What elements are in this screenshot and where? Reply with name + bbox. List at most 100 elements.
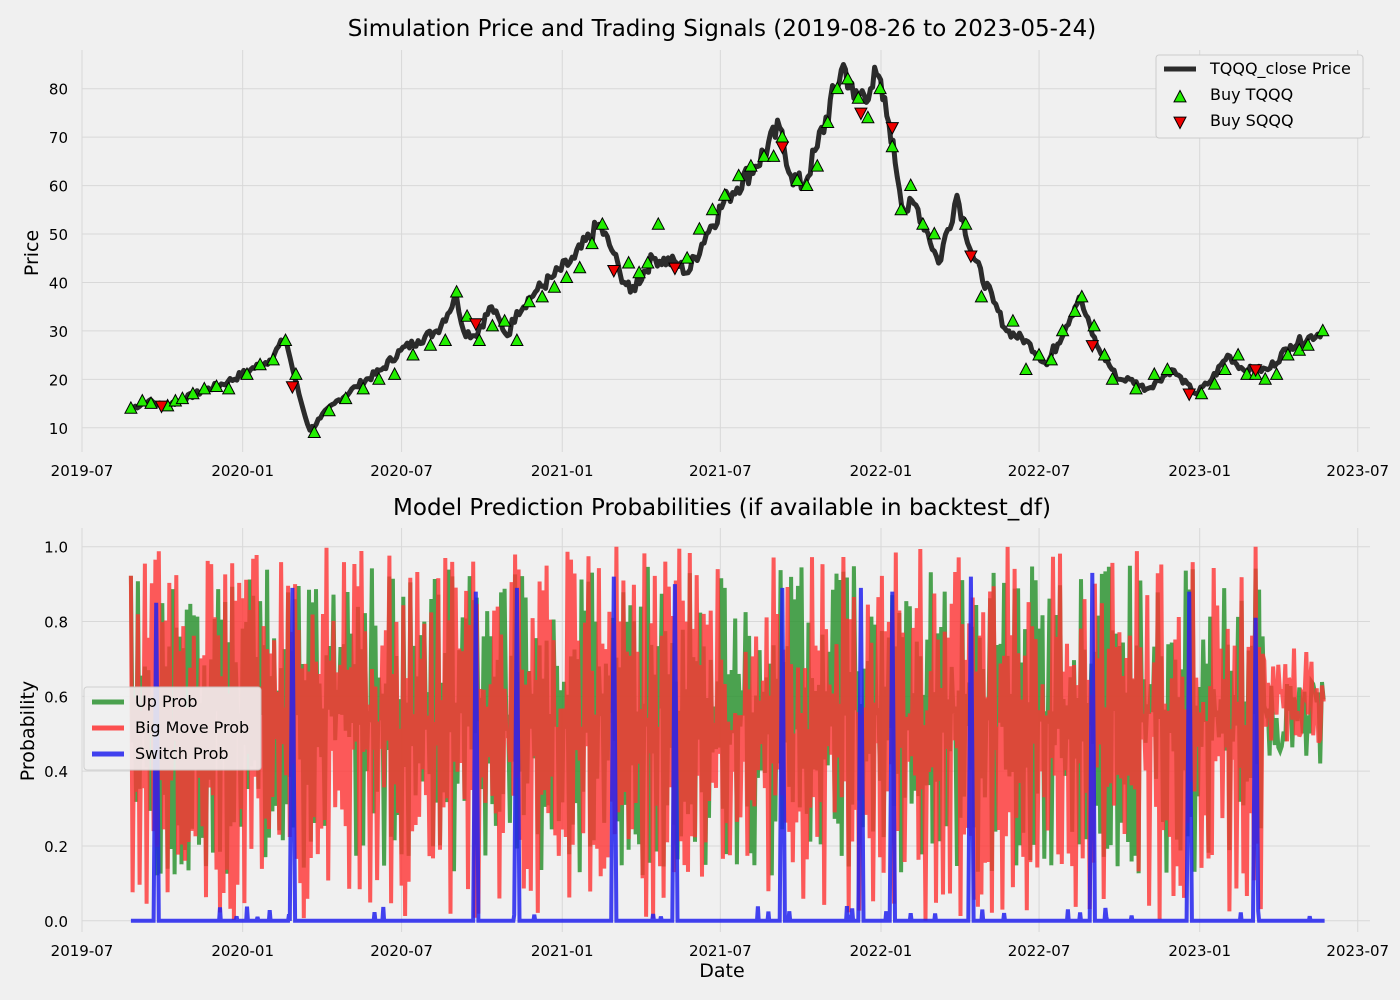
- buy-tqqq-marker: [356, 381, 371, 395]
- buy-tqqq-marker: [338, 391, 353, 405]
- buy-tqqq-marker: [197, 381, 212, 395]
- legend-price-label: TQQQ_close Price: [1209, 59, 1351, 79]
- probability-panel: Model Prediction Probabilities (if avail…: [17, 495, 1389, 982]
- buy-tqqq-marker: [1068, 303, 1082, 317]
- buy-tqqq-marker: [372, 371, 386, 385]
- buy-tqqq-marker: [209, 379, 224, 392]
- prob-x-axis-label: Date: [699, 960, 744, 982]
- y-tick-label: 0.0: [44, 913, 68, 931]
- legend-buy-tqqq-swatch: [1173, 89, 1187, 103]
- buy-tqqq-marker: [253, 357, 267, 371]
- buy-sqqq-marker: [606, 265, 621, 278]
- buy-tqqq-marker: [124, 400, 138, 414]
- buy-tqqq-marker: [175, 391, 190, 405]
- x-tick-label: 2019-07: [51, 942, 114, 960]
- buy-tqqq-marker: [278, 333, 293, 346]
- buy-tqqq-marker: [510, 333, 524, 346]
- switch-prob-line: [130, 572, 1325, 923]
- buy-tqqq-marker: [221, 381, 236, 395]
- price-x-tick-labels: 2019-07 2020-01 2020-07 2021-01 2021-07 2022-…: [51, 462, 1389, 480]
- price-line: [130, 62, 1326, 433]
- buy-tqqq-marker: [958, 216, 973, 230]
- y-tick-label: 80: [49, 81, 68, 99]
- legend-box: [83, 686, 262, 771]
- buy-tqqq-marker: [535, 289, 550, 303]
- x-tick-label: 2021-01: [531, 462, 594, 480]
- x-tick-label: 2020-01: [211, 942, 274, 960]
- prob-legend: Up Prob Big Move Prob Switch Prob: [83, 686, 262, 771]
- buy-tqqq-marker: [522, 294, 536, 308]
- legend-big-move-prob-label: Big Move Prob: [135, 718, 249, 737]
- buy-sqqq-marker: [885, 122, 900, 136]
- buy-tqqq-marker: [632, 265, 646, 279]
- buy-tqqq-marker: [1006, 313, 1020, 327]
- y-tick-label: 30: [49, 323, 68, 341]
- buy-tqqq-marker: [885, 139, 900, 153]
- buy-tqqq-marker: [1147, 366, 1162, 380]
- buy-tqqq-marker: [680, 250, 694, 264]
- y-tick-label: 0.8: [44, 614, 68, 632]
- x-tick-label: 2020-01: [211, 462, 274, 480]
- buy-tqqq-marker: [449, 284, 464, 298]
- y-tick-label: 10: [49, 420, 68, 438]
- buy-tqqq-marker: [144, 396, 158, 409]
- buy-sqqq-marker: [285, 381, 300, 395]
- buy-tqqq-marker: [1097, 347, 1112, 361]
- x-tick-label: 2023-07: [1326, 462, 1389, 480]
- y-tick-label: 60: [49, 178, 68, 196]
- x-tick-label: 2022-01: [850, 462, 913, 480]
- prob-plot-area: [128, 546, 1326, 923]
- buy-sqqq-marker: [1085, 340, 1100, 353]
- x-tick-label: 2022-01: [850, 942, 913, 960]
- buy-tqqq-marker: [861, 110, 875, 124]
- buy-tqqq-marker: [927, 226, 942, 240]
- buy-tqqq-marker: [266, 352, 281, 366]
- buy-sqqq-marker: [154, 400, 169, 414]
- buy-tqqq-marker: [766, 149, 781, 162]
- buy-tqqq-marker: [559, 270, 574, 283]
- y-tick-label: 40: [49, 274, 68, 292]
- buy-tqqq-marker: [289, 366, 303, 380]
- buy-tqqq-marker: [1087, 318, 1101, 332]
- price-plot-area: [124, 62, 1330, 438]
- buy-tqqq-marker: [186, 386, 200, 400]
- y-tick-label: 20: [49, 371, 68, 389]
- x-tick-label: 2020-07: [370, 462, 433, 480]
- buy-tqqq-marker: [840, 71, 855, 85]
- buy-tqqq-marker: [1315, 323, 1330, 337]
- buy-tqqq-marker: [640, 255, 655, 269]
- buy-tqqq-marker: [799, 178, 814, 191]
- buy-tqqq-marker: [790, 173, 805, 187]
- x-tick-label: 2022-07: [1008, 462, 1071, 480]
- buy-tqqq-marker: [894, 202, 908, 216]
- buy-tqqq-marker: [1074, 289, 1089, 303]
- buy-tqqq-marker: [820, 115, 835, 128]
- buy-tqqq-marker: [717, 187, 732, 201]
- buy-tqqq-marker: [851, 90, 866, 104]
- price-legend: TQQQ_close Price Buy TQQQ Buy SQQQ: [1155, 54, 1364, 139]
- buy-tqqq-marker: [1301, 337, 1315, 351]
- legend-box: [1155, 54, 1364, 139]
- x-tick-label: 2022-07: [1008, 942, 1071, 960]
- prob-x-tick-labels: 2019-07 2020-01 2020-07 2021-01 2021-07 2022-…: [51, 942, 1389, 960]
- buy-tqqq-marker: [322, 403, 336, 417]
- buy-tqqq-marker: [240, 366, 254, 380]
- buy-tqqq-marker: [1129, 381, 1143, 395]
- buy-tqqq-marker: [830, 81, 845, 95]
- buy-sqqq-marker: [468, 318, 483, 332]
- buy-sqqq-marker: [854, 107, 868, 121]
- buy-tqqq-marker: [1218, 362, 1232, 375]
- buy-sqqq-marker: [668, 262, 682, 276]
- y-tick-label: 0.6: [44, 688, 68, 706]
- buy-tqqq-marker: [1160, 362, 1175, 375]
- buy-tqqq-marker: [307, 425, 322, 438]
- buy-tqqq-marker: [1231, 347, 1245, 361]
- buy-tqqq-marker: [1105, 371, 1120, 385]
- buy-tqqq-marker: [387, 366, 402, 380]
- buy-tqqq-marker: [485, 318, 500, 332]
- prob-y-axis-label: Probability: [17, 681, 39, 781]
- buy-sqqq-marker: [1182, 388, 1197, 402]
- x-tick-label: 2023-01: [1168, 942, 1231, 960]
- buy-tqqq-marker: [621, 255, 636, 269]
